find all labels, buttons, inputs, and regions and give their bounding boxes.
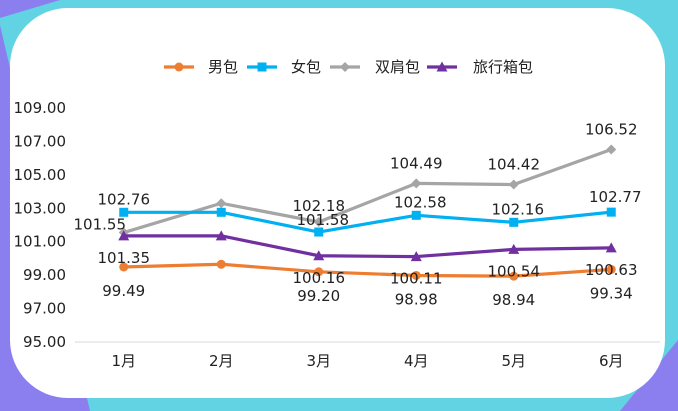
y-tick-label: 101.00 [14, 233, 67, 251]
series-2 [119, 207, 616, 237]
x-tick-label: 3月 [306, 352, 331, 370]
legend-item-3: 双肩包 [330, 58, 420, 76]
legend-item-2: 女包 [247, 58, 321, 76]
legend-label: 旅行箱包 [473, 58, 533, 76]
data-label: 102.18 [293, 197, 346, 215]
data-label: 99.34 [590, 284, 633, 302]
data-label: 100.54 [488, 262, 541, 280]
data-point [119, 207, 129, 217]
data-point [216, 198, 227, 209]
y-tick-label: 107.00 [14, 132, 67, 150]
data-label: 101.58 [297, 211, 350, 229]
data-point [606, 144, 617, 155]
x-tick-label: 4月 [404, 352, 429, 370]
data-point [509, 217, 519, 227]
data-point [411, 178, 422, 189]
data-label: 101.55 [74, 216, 127, 234]
data-point [411, 210, 421, 220]
series-line [123, 262, 612, 278]
y-tick-label: 95.00 [23, 333, 66, 351]
data-label: 106.52 [585, 120, 638, 138]
data-label: 98.98 [395, 290, 438, 308]
x-tick-label: 1月 [111, 352, 136, 370]
legend-item-1: 男包 [164, 58, 238, 76]
data-point [216, 207, 226, 217]
data-label: 102.76 [98, 190, 151, 208]
data-label: 102.77 [589, 188, 642, 206]
series-line [123, 234, 612, 259]
data-label: 102.58 [394, 193, 447, 211]
data-label: 100.11 [390, 270, 443, 288]
data-point [216, 259, 226, 269]
data-point [118, 230, 130, 241]
data-point [410, 251, 422, 262]
legend-label: 男包 [208, 58, 238, 76]
legend-label: 双肩包 [375, 58, 420, 76]
x-tick-label: 2月 [209, 352, 234, 370]
data-label: 99.49 [102, 282, 145, 300]
series-1 [119, 259, 616, 281]
data-label: 98.94 [492, 291, 535, 309]
data-labels: 99.49 99.20 98.98 98.94 99.34102.76101.58102… [74, 120, 642, 309]
x-tick-label: 5月 [501, 352, 526, 370]
data-point [215, 230, 227, 241]
data-label: 104.49 [390, 154, 443, 172]
chart-card [10, 8, 665, 398]
data-point [313, 250, 325, 261]
legend-marker [436, 61, 448, 72]
series-line [123, 210, 612, 234]
series-4 [118, 230, 617, 262]
data-point [606, 264, 616, 274]
data-label: 104.42 [488, 156, 541, 174]
data-label: 102.16 [492, 200, 545, 218]
axes: 95.00 97.00 99.00 101.00 103.00 105.00 107.00 1… [14, 99, 660, 370]
data-label: 101.35 [98, 249, 151, 267]
data-label: 100.63 [585, 261, 638, 279]
data-point [119, 262, 129, 272]
data-point [605, 242, 617, 253]
data-point [313, 216, 324, 227]
x-tick-label: 6月 [599, 352, 624, 370]
legend-marker [174, 62, 184, 72]
legend-item-4: 旅行箱包 [427, 58, 533, 76]
data-point [314, 267, 324, 277]
data-point [508, 243, 520, 254]
legend: 男包 女包 双肩包 旅行箱包 [164, 58, 533, 76]
data-label: 99.20 [297, 287, 340, 305]
y-tick-label: 99.00 [23, 266, 66, 284]
data-point [606, 207, 616, 217]
legend-marker [340, 62, 350, 72]
data-point [314, 227, 324, 237]
series-group [118, 144, 617, 281]
legend-marker [257, 62, 267, 72]
y-tick-label: 97.00 [23, 300, 66, 318]
data-point [508, 179, 519, 190]
y-tick-label: 109.00 [14, 99, 67, 117]
data-label: 100.16 [293, 269, 346, 287]
data-point [509, 271, 519, 281]
series-line [123, 147, 612, 235]
y-tick-label: 103.00 [14, 199, 67, 217]
legend-label: 女包 [291, 58, 321, 76]
y-tick-label: 105.00 [14, 166, 67, 184]
data-point [411, 270, 421, 280]
